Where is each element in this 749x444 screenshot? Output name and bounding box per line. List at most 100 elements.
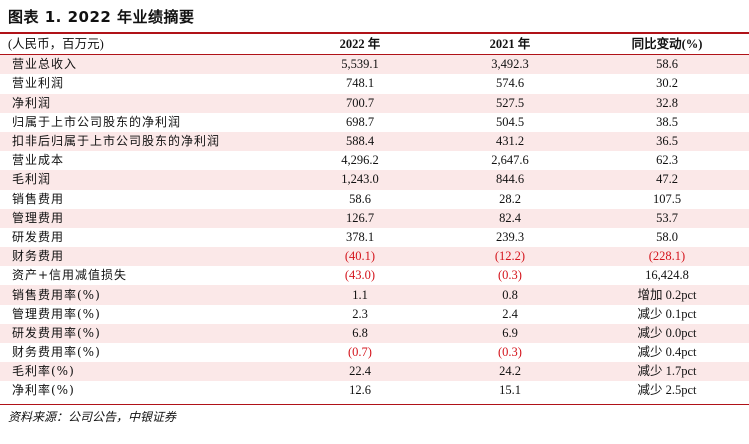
value-2022: 22.4 [285, 362, 435, 382]
row-label: 净利率(%) [12, 383, 75, 398]
value-2021: 3,492.3 [435, 54, 585, 75]
bottom-rule [0, 404, 749, 405]
table-row: 销售费用率(%) 1.1 0.8 增加 0.2pct [0, 285, 749, 305]
value-yoy: 减少 2.5pct [637, 383, 697, 398]
value-yoy: 减少 0.1pct [637, 306, 697, 321]
table-row: 营业总收入 5,539.1 3,492.3 58.6 [0, 54, 749, 75]
row-label: 毛利润 [0, 170, 285, 190]
table-row: 销售费用 58.6 28.2 107.5 [0, 190, 749, 209]
value-2022: 1.1 [285, 285, 435, 305]
value-yoy: 增加 0.2pct [585, 285, 749, 305]
value-yoy: 30.2 [656, 76, 678, 91]
value-2021: 6.9 [435, 323, 585, 343]
value-yoy: 减少 0.0pct [585, 323, 749, 343]
table-row: 净利润 700.7 527.5 32.8 [0, 93, 749, 113]
table-body: 营业总收入 5,539.1 3,492.3 58.6 营业利润 748.1 574.6 30.… [0, 54, 749, 401]
table-row: 扣非后归属于上市公司股东的净利润 588.4 431.2 36.5 [0, 131, 749, 152]
value-yoy: 62.3 [656, 153, 678, 168]
value-2022: 12.6 [349, 383, 371, 398]
row-label: 营业总收入 [0, 54, 285, 75]
value-2022: 378.1 [345, 229, 375, 244]
row-label: 归属于上市公司股东的净利润 [12, 114, 182, 129]
value-2022: 126.7 [285, 208, 435, 228]
value-2022: 4,296.2 [341, 153, 379, 168]
value-2021: 24.2 [435, 362, 585, 382]
row-label: 净利润 [0, 93, 285, 113]
value-yoy: 53.7 [585, 208, 749, 228]
row-label: 资产+信用减值损失 [12, 268, 128, 283]
value-2021: 239.3 [495, 229, 525, 244]
table-row: 归属于上市公司股东的净利润 698.7 504.5 38.5 [0, 113, 749, 132]
value-2022: (0.7) [348, 345, 372, 360]
value-2021: 504.5 [495, 114, 525, 129]
table-row: 毛利润 1,243.0 844.6 47.2 [0, 170, 749, 190]
value-2021: 2,647.6 [491, 153, 529, 168]
value-yoy: 47.2 [585, 170, 749, 190]
row-label: 毛利率(%) [0, 362, 285, 382]
value-2022: 6.8 [285, 323, 435, 343]
unit-label: (人民币，百万元) [0, 35, 285, 56]
value-2022: 700.7 [285, 93, 435, 113]
value-2021: (0.3) [498, 345, 522, 360]
value-2021: (0.3) [498, 268, 522, 283]
value-yoy: 36.5 [585, 131, 749, 152]
row-label: 研发费用 [12, 229, 65, 244]
value-yoy: (228.1) [585, 247, 749, 267]
value-2021: 82.4 [435, 208, 585, 228]
value-yoy: 58.0 [656, 229, 678, 244]
table-row: 财务费用 (40.1) (12.2) (228.1) [0, 247, 749, 267]
value-2022: 5,539.1 [285, 54, 435, 75]
row-label: 财务费用 [0, 247, 285, 267]
table-row: 营业成本 4,296.2 2,647.6 62.3 [0, 151, 749, 170]
value-yoy: 38.5 [656, 114, 678, 129]
value-yoy: 减少 1.7pct [585, 362, 749, 382]
row-label: 管理费用率(%) [12, 306, 101, 321]
table-row: 净利率(%) 12.6 15.1 减少 2.5pct [0, 381, 749, 400]
value-2021: 28.2 [499, 191, 521, 206]
value-2021: 527.5 [435, 93, 585, 113]
row-label: 研发费用率(%) [0, 323, 285, 343]
row-label: 扣非后归属于上市公司股东的净利润 [0, 131, 285, 152]
value-2022: 1,243.0 [285, 170, 435, 190]
source-note: 资料来源：公司公告，中银证券 [8, 410, 177, 424]
summary-table: (人民币，百万元) 2022 年 2021 年 同比变动(%) 营业总收入 5,5… [0, 35, 749, 401]
row-label: 营业利润 [12, 76, 65, 91]
value-yoy: 58.6 [585, 54, 749, 75]
value-2022: 698.7 [345, 114, 375, 129]
value-2022: 588.4 [285, 131, 435, 152]
value-2021: 0.8 [435, 285, 585, 305]
value-2021: 2.4 [502, 306, 518, 321]
col-header-yoy: 同比变动(%) [585, 35, 749, 56]
value-2022: 58.6 [349, 191, 371, 206]
table-header-row: (人民币，百万元) 2022 年 2021 年 同比变动(%) [0, 35, 749, 56]
title-rule [0, 32, 749, 34]
table-row: 管理费用率(%) 2.3 2.4 减少 0.1pct [0, 305, 749, 324]
value-yoy: 减少 0.4pct [637, 345, 697, 360]
table-row: 研发费用率(%) 6.8 6.9 减少 0.0pct [0, 323, 749, 343]
figure-title: 图表 1. 2022 年业绩摘要 [8, 8, 195, 26]
value-2022: (43.0) [344, 268, 376, 283]
value-2021: 574.6 [495, 76, 525, 91]
row-label: 营业成本 [12, 153, 65, 168]
value-2021: 844.6 [435, 170, 585, 190]
row-label: 销售费用 [12, 191, 65, 206]
value-2022: 2.3 [352, 306, 368, 321]
value-2021: (12.2) [435, 247, 585, 267]
row-label: 销售费用率(%) [0, 285, 285, 305]
table-row: 研发费用 378.1 239.3 58.0 [0, 228, 749, 247]
value-2021: 15.1 [499, 383, 521, 398]
row-label: 财务费用率(%) [12, 345, 101, 360]
row-label: 管理费用 [0, 208, 285, 228]
value-yoy: 16,424.8 [645, 268, 689, 283]
table-row: 财务费用率(%) (0.7) (0.3) 减少 0.4pct [0, 343, 749, 362]
table-row: 毛利率(%) 22.4 24.2 减少 1.7pct [0, 362, 749, 382]
col-header-2021: 2021 年 [435, 35, 585, 56]
table-row: 营业利润 748.1 574.6 30.2 [0, 74, 749, 93]
col-header-2022: 2022 年 [285, 35, 435, 56]
table-row: 管理费用 126.7 82.4 53.7 [0, 208, 749, 228]
table-row: 资产+信用减值损失 (43.0) (0.3) 16,424.8 [0, 266, 749, 285]
value-2022: (40.1) [285, 247, 435, 267]
value-2022: 748.1 [345, 76, 375, 91]
value-yoy: 32.8 [585, 93, 749, 113]
value-2021: 431.2 [435, 131, 585, 152]
